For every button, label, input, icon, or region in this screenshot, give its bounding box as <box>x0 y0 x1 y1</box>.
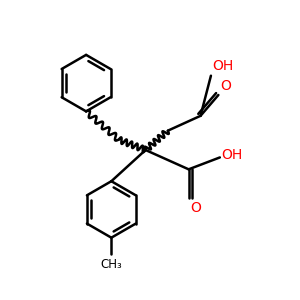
Text: CH₃: CH₃ <box>100 258 122 271</box>
Text: O: O <box>221 79 232 93</box>
Text: O: O <box>190 201 201 215</box>
Text: OH: OH <box>221 148 243 162</box>
Text: OH: OH <box>212 59 234 73</box>
